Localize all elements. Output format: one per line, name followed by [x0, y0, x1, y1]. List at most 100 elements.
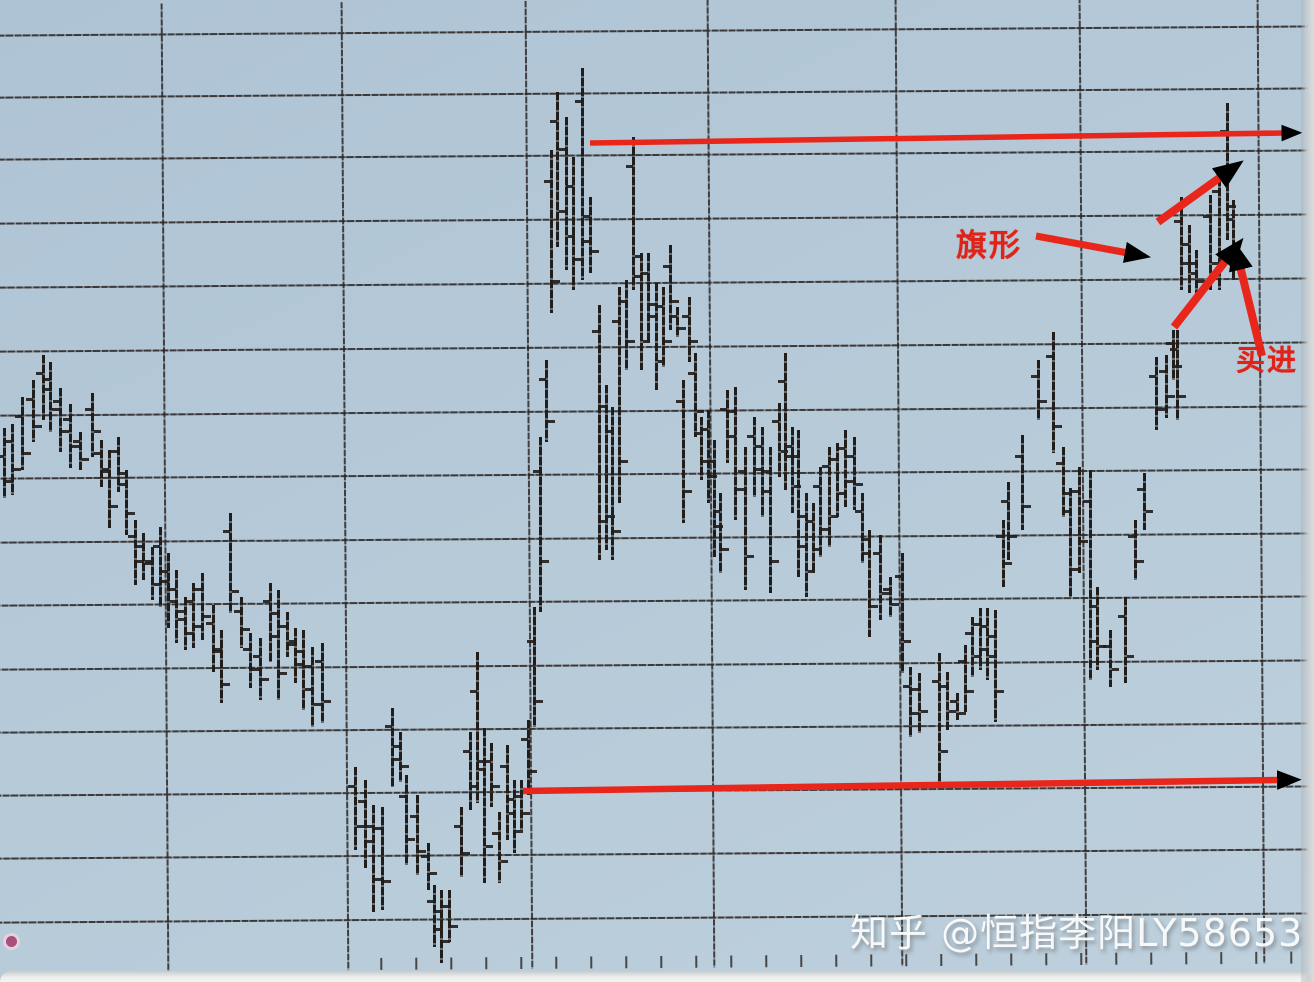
price-bar: [676, 307, 679, 337]
price-bar: [1155, 357, 1158, 430]
price-bar: [184, 597, 187, 650]
close-tick: [357, 825, 364, 828]
price-bar: [844, 430, 847, 507]
open-tick: [421, 855, 428, 858]
open-tick: [393, 745, 400, 748]
price-bar: [805, 493, 808, 597]
price-bar: [21, 397, 24, 470]
close-tick: [614, 530, 621, 533]
open-tick: [169, 588, 176, 591]
open-tick: [1056, 462, 1063, 465]
close-tick: [764, 490, 771, 493]
close-tick: [871, 605, 878, 608]
price-bar: [220, 630, 223, 703]
close-tick: [703, 460, 710, 463]
price-bar: [1172, 330, 1175, 380]
page-edge-bottom: [0, 971, 1314, 982]
open-tick: [738, 470, 745, 473]
close-tick: [82, 458, 89, 461]
price-bar: [828, 447, 831, 547]
open-tick: [427, 900, 434, 903]
open-tick: [492, 832, 499, 835]
close-tick: [722, 548, 729, 551]
price-bar: [448, 890, 451, 942]
buy-label: 买进: [1236, 343, 1299, 377]
close-tick: [154, 583, 161, 586]
price-bar: [151, 547, 154, 600]
price-bar: [229, 513, 232, 613]
close-tick: [1179, 395, 1186, 398]
price-bar: [1134, 520, 1137, 580]
close-tick: [737, 488, 744, 491]
close-tick: [72, 445, 79, 448]
open-tick: [463, 750, 470, 753]
price-bar: [1089, 470, 1092, 680]
close-tick: [729, 435, 736, 438]
open-tick: [85, 408, 92, 411]
close-tick: [536, 700, 543, 703]
grid-line-horizontal: [0, 595, 1314, 607]
close-tick: [52, 408, 59, 411]
price-bar: [372, 805, 375, 912]
price-bar: [399, 732, 402, 782]
x-axis-tick: [765, 955, 768, 968]
open-tick: [410, 815, 417, 818]
grid-line-vertical: [160, 3, 170, 972]
x-axis-tick: [520, 956, 523, 969]
close-tick: [553, 280, 560, 283]
open-tick: [599, 405, 606, 408]
close-tick: [501, 860, 508, 863]
open-tick: [0, 455, 4, 458]
close-tick: [1099, 645, 1106, 648]
price-bar: [433, 885, 436, 947]
close-tick: [375, 878, 382, 881]
close-tick: [989, 655, 996, 658]
close-tick: [1221, 258, 1228, 261]
price-bar: [240, 597, 243, 648]
open-tick: [883, 588, 890, 591]
open-tick: [119, 483, 126, 486]
close-tick: [997, 690, 1004, 693]
open-tick: [53, 400, 60, 403]
price-bar: [91, 393, 94, 457]
price-bar: [3, 428, 6, 498]
close-tick: [691, 340, 698, 343]
close-tick: [215, 648, 222, 651]
open-tick: [965, 632, 972, 635]
open-tick: [688, 372, 695, 375]
open-tick: [544, 180, 551, 183]
close-tick: [941, 750, 948, 753]
open-tick: [315, 660, 322, 663]
price-bar: [1165, 355, 1168, 418]
close-tick: [949, 710, 956, 713]
x-axis-tick: [450, 957, 453, 970]
price-bar: [618, 287, 621, 503]
price-bar: [249, 633, 252, 688]
close-tick: [289, 640, 296, 643]
price-bar: [42, 355, 45, 420]
open-tick: [186, 600, 193, 603]
price-bar: [918, 673, 921, 733]
price-bar: [1002, 520, 1005, 587]
price-bar: [986, 608, 989, 680]
x-axis-tick: [835, 954, 838, 967]
close-tick: [530, 770, 537, 773]
price-bar: [979, 608, 982, 670]
price-bar: [1209, 195, 1212, 290]
close-tick: [635, 255, 642, 258]
open-tick: [612, 320, 619, 323]
close-tick: [1081, 540, 1088, 543]
price-bar: [294, 628, 297, 683]
open-tick: [128, 535, 135, 538]
price-bar: [971, 617, 974, 677]
open-tick: [1159, 370, 1166, 373]
open-tick: [521, 738, 528, 741]
open-tick: [747, 435, 754, 438]
close-tick: [685, 490, 692, 493]
price-bar: [938, 653, 941, 783]
open-tick: [1031, 375, 1038, 378]
open-tick: [822, 465, 829, 468]
close-tick: [601, 520, 608, 523]
open-tick: [1015, 455, 1022, 458]
x-axis-tick: [800, 954, 803, 968]
